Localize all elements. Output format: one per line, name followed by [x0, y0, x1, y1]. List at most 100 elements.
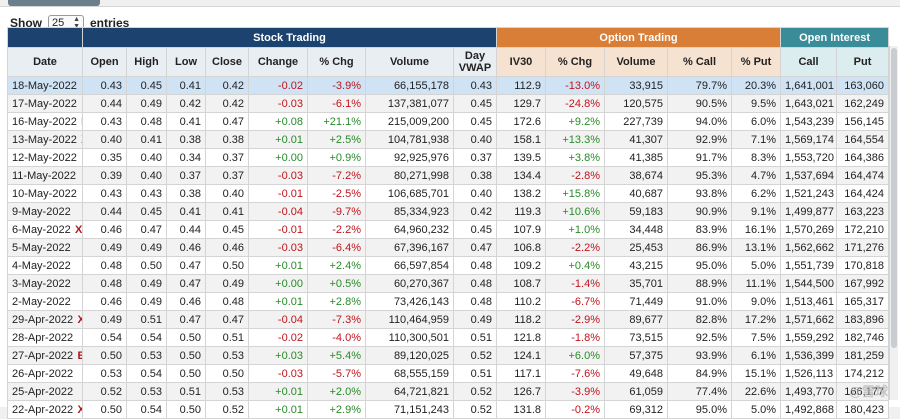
table-row[interactable]: 3-May-2022 0.48 0.49 0.47 0.49 +0.00 +0.5% 60,2…	[7, 274, 890, 293]
cell-date: 18-May-2022	[7, 76, 83, 95]
col-oi-call[interactable]: Call	[780, 47, 838, 77]
cell-vwap: 0.48	[453, 292, 497, 311]
ex-dividend-marker[interactable]: X	[75, 314, 81, 326]
col-opt-volume[interactable]: Volume	[604, 47, 668, 77]
cell-oi-call: 1,493,770	[780, 382, 838, 401]
date-text: 6-May-2022	[12, 223, 71, 236]
col-pct-put[interactable]: % Put	[730, 47, 782, 77]
table-row[interactable]: 29-Apr-2022X0.490.510.470.47-0.04-7.3%11…	[7, 310, 890, 329]
earnings-marker[interactable]: E	[75, 350, 81, 362]
col-volume[interactable]: Volume	[365, 47, 454, 77]
cell-oi-call: 1,643,021	[780, 94, 838, 113]
cell-volume: 60,270,367	[365, 274, 454, 293]
table-row[interactable]: 4-May-2022 0.48 0.50 0.47 0.50 +0.01 +2.4% 66,5…	[7, 256, 890, 275]
cell-opt-volume: 33,915	[604, 76, 668, 95]
date-text: 2-May-2022	[12, 295, 71, 308]
ex-dividend-marker[interactable]: X	[75, 223, 83, 236]
cell-change: -0.03	[248, 166, 308, 185]
cell-opt-volume: 38,674	[604, 166, 668, 185]
cell-opt-pct-chg: -7.6%	[545, 364, 605, 383]
cell-low: 0.42	[166, 94, 206, 113]
col-change[interactable]: Change	[248, 47, 308, 77]
cell-opt-pct-chg: -0.2%	[545, 400, 605, 419]
cell-low: 0.38	[166, 130, 206, 149]
top-tab[interactable]	[8, 0, 100, 6]
cell-open: 0.48	[82, 256, 127, 275]
ex-dividend-marker[interactable]: X	[79, 134, 82, 146]
cell-oi-put: 171,276	[836, 238, 890, 257]
table-scrollbar[interactable]	[889, 46, 898, 400]
col-day-vwap[interactable]: Day VWAP	[453, 47, 497, 77]
table-row[interactable]: 17-May-2022 0.44 0.49 0.42 0.42 -0.03 -6.1% 137…	[7, 94, 890, 113]
ex-dividend-marker[interactable]: X	[75, 404, 81, 416]
cell-opt-pct-chg: -2.9%	[545, 310, 605, 329]
cell-volume: 80,271,998	[365, 166, 454, 185]
cell-pct-put: 4.7%	[730, 166, 782, 185]
date-text: 27-Apr-2022	[12, 349, 74, 362]
table-row[interactable]: 9-May-2022 0.44 0.45 0.41 0.41 -0.04 -9.7% 85,3…	[7, 202, 890, 221]
cell-date: 25-Apr-2022	[7, 382, 83, 401]
col-iv30[interactable]: IV30	[496, 47, 546, 77]
table-row[interactable]: 22-Apr-2022X0.500.540.500.52+0.01+2.9%71…	[7, 400, 890, 419]
table-row[interactable]: 26-Apr-2022 0.53 0.54 0.50 0.50 -0.03 -5.7% 68,…	[7, 364, 890, 383]
table-row[interactable]: 12-May-2022 0.35 0.40 0.34 0.37 +0.00 +0.9% 92,…	[7, 148, 890, 167]
earnings-marker[interactable]: E	[79, 116, 82, 128]
cell-pct-call: 95.3%	[667, 166, 732, 185]
cell-open: 0.43	[82, 184, 127, 203]
cell-pct-chg: +21.1%	[307, 112, 366, 131]
date-text: 16-May-2022	[12, 115, 77, 128]
cell-pct-call: 83.9%	[667, 220, 732, 239]
cell-volume: 92,925,976	[365, 148, 454, 167]
cell-iv30: 158.1	[496, 130, 546, 149]
cell-open: 0.43	[82, 112, 127, 131]
cell-pct-chg: +2.0%	[307, 382, 366, 401]
table-row[interactable]: 2-May-2022 0.46 0.49 0.46 0.48 +0.01 +2.8% 73,4…	[7, 292, 890, 311]
table-row[interactable]: 10-May-2022 0.43 0.43 0.38 0.40 -0.01 -2.5% 106…	[7, 184, 890, 203]
table-row[interactable]: 6-May-2022 X 0.46 0.47 0.44 0.45 -0.01 -2.2% 64,…	[7, 220, 890, 239]
cell-change: +0.03	[248, 346, 308, 365]
cell-open: 0.48	[82, 274, 127, 293]
scrollbar-thumb[interactable]	[891, 48, 897, 348]
cell-opt-volume: 227,739	[604, 112, 668, 131]
cell-pct-chg: +2.8%	[307, 292, 366, 311]
cell-iv30: 124.1	[496, 346, 546, 365]
cell-opt-pct-chg: +6.0%	[545, 346, 605, 365]
table-row[interactable]: 18-May-2022 0.43 0.45 0.41 0.42 -0.02 -3.9% 66,…	[7, 76, 890, 95]
cell-opt-pct-chg: -2.8%	[545, 166, 605, 185]
cell-low: 0.50	[166, 364, 206, 383]
cell-high: 0.53	[126, 346, 167, 365]
col-low[interactable]: Low	[166, 47, 206, 77]
cell-high: 0.54	[126, 400, 167, 419]
col-pct-call[interactable]: % Call	[667, 47, 732, 77]
table-row[interactable]: 25-Apr-2022 0.52 0.53 0.51 0.53 +0.01 +2.0% 64,…	[7, 382, 890, 401]
cell-pct-call: 86.9%	[667, 238, 732, 257]
col-opt-pct-chg[interactable]: % Chg	[545, 47, 605, 77]
cell-oi-put: 182,746	[836, 328, 890, 347]
cell-vwap: 0.45	[453, 220, 497, 239]
cell-oi-put: 163,060	[836, 76, 890, 95]
table-row[interactable]: 5-May-2022 0.49 0.49 0.46 0.46 -0.03 -6.4% 67,3…	[7, 238, 890, 257]
cell-iv30: 131.8	[496, 400, 546, 419]
cell-opt-volume: 69,312	[604, 400, 668, 419]
col-close[interactable]: Close	[205, 47, 249, 77]
cell-open: 0.50	[82, 346, 127, 365]
table-row[interactable]: 28-Apr-2022 0.54 0.54 0.50 0.51 -0.02 -4.0% 110…	[7, 328, 890, 347]
table-row[interactable]: 13-May-2022X0.400.410.380.38+0.01+2.5%10…	[7, 130, 890, 149]
col-oi-put[interactable]: Put	[836, 47, 890, 77]
cell-pct-call: 95.0%	[667, 400, 732, 419]
col-pct-chg[interactable]: % Chg	[307, 47, 366, 77]
cell-opt-volume: 34,448	[604, 220, 668, 239]
cell-pct-put: 13.1%	[730, 238, 782, 257]
table-row[interactable]: 11-May-2022 0.39 0.40 0.37 0.37 -0.03 -7.2% 80,…	[7, 166, 890, 185]
cell-close: 0.42	[205, 94, 249, 113]
cell-low: 0.46	[166, 292, 206, 311]
col-high[interactable]: High	[126, 47, 167, 77]
col-date[interactable]: Date	[7, 47, 83, 77]
cell-date: 5-May-2022	[7, 238, 83, 257]
table-row[interactable]: 16-May-2022E0.430.480.410.47+0.08+21.1%2…	[7, 112, 890, 131]
col-open[interactable]: Open	[82, 47, 127, 77]
cell-opt-volume: 41,385	[604, 148, 668, 167]
table-row[interactable]: 27-Apr-2022E0.500.530.500.53+0.03+5.4%89…	[7, 346, 890, 365]
cell-close: 0.47	[205, 310, 249, 329]
